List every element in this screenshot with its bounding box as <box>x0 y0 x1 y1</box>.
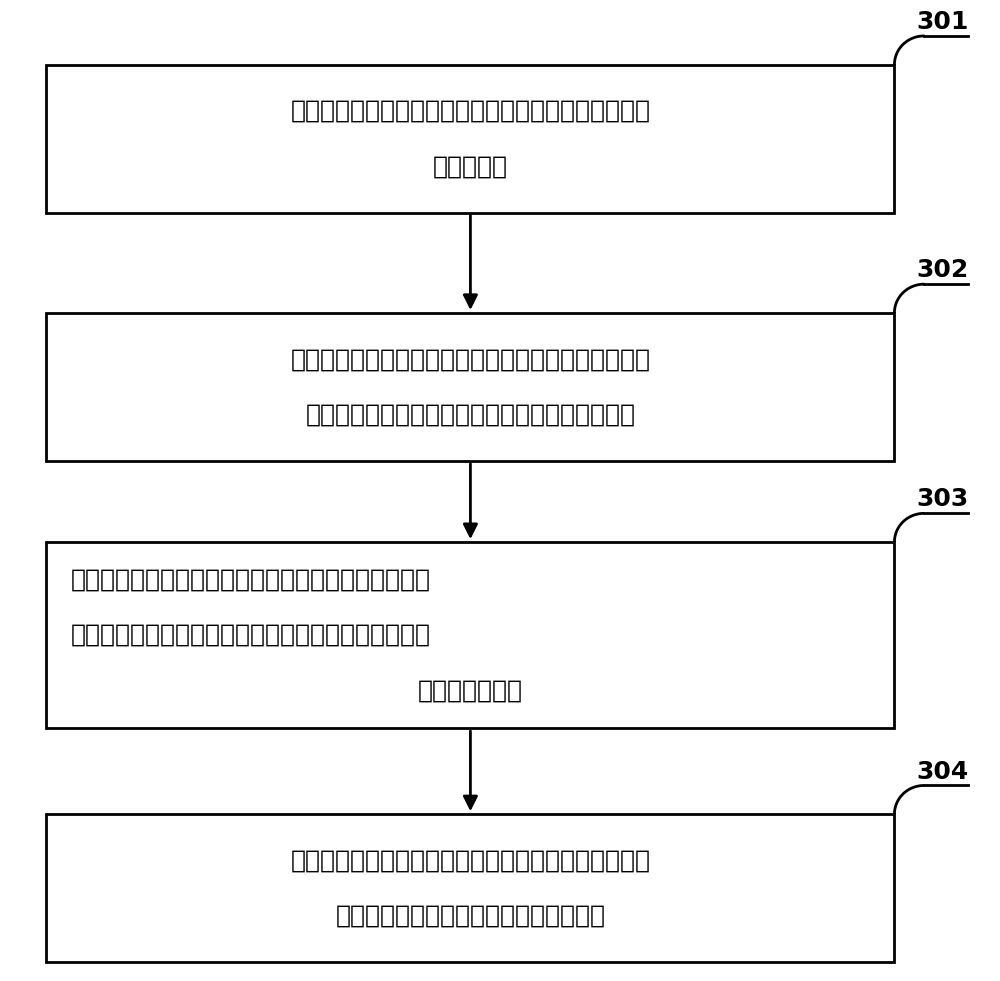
Bar <box>46 814 894 962</box>
Text: 次同步谐振及分析次同步谐振特征的过程: 次同步谐振及分析次同步谐振特征的过程 <box>335 904 605 928</box>
Text: 303: 303 <box>916 488 968 511</box>
Text: 风机次同步谐振硬件在环测试系统发生次同步谐振: 风机次同步谐振硬件在环测试系统发生次同步谐振 <box>305 402 635 427</box>
Bar <box>46 313 894 461</box>
Text: 流信号，分析双馈风机次同步谐振硬件在环测试系统的: 流信号，分析双馈风机次同步谐振硬件在环测试系统的 <box>71 623 431 647</box>
Text: 改变运行工况或双馈风机控制器的参数，重复上述激发: 改变运行工况或双馈风机控制器的参数，重复上述激发 <box>290 849 650 872</box>
Text: 次同步谐振特征: 次同步谐振特征 <box>418 679 523 702</box>
Bar <box>46 65 894 213</box>
Bar <box>46 542 894 728</box>
Text: 304: 304 <box>916 759 968 784</box>
Text: 提取双馈风机次同步谐振硬件在环测试系统的电压及电: 提取双馈风机次同步谐振硬件在环测试系统的电压及电 <box>71 568 431 592</box>
Text: 风机控制器: 风机控制器 <box>433 154 508 179</box>
Text: 302: 302 <box>916 258 968 283</box>
Text: 在双馈风机次同步谐振硬件在环测试系统接入待测双馈: 在双馈风机次同步谐振硬件在环测试系统接入待测双馈 <box>290 99 650 123</box>
Text: 通过设置运行工况或双馈风机控制器的参数，激发双馈: 通过设置运行工况或双馈风机控制器的参数，激发双馈 <box>290 347 650 371</box>
Text: 301: 301 <box>916 10 968 34</box>
